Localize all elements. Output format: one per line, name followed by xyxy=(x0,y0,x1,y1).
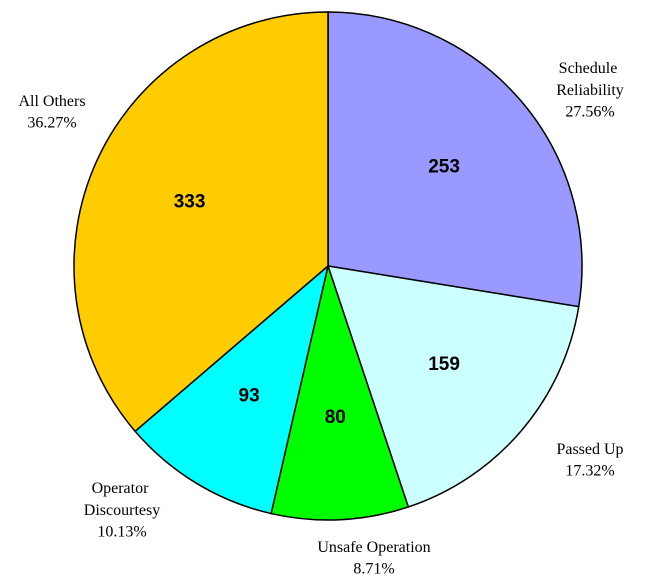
value-label: 159 xyxy=(428,354,460,375)
category-label: All Others xyxy=(18,93,85,110)
category-label: Unsafe Operation xyxy=(317,539,430,556)
percent-label: 17.32% xyxy=(565,463,614,480)
category-label: Passed Up xyxy=(556,441,623,458)
percent-label: 36.27% xyxy=(27,115,76,132)
pie-slice xyxy=(326,265,580,508)
pie-slice xyxy=(270,263,410,521)
value-label: 253 xyxy=(428,156,460,177)
percent-label: 10.13% xyxy=(97,524,146,541)
pie-slice xyxy=(73,11,329,433)
percent-label: 27.56% xyxy=(565,104,614,121)
percent-label: 8.71% xyxy=(353,561,394,578)
category-label: Operator Discourtesy xyxy=(84,480,160,519)
category-label: Schedule Reliability xyxy=(556,60,624,99)
pie-slice xyxy=(134,263,330,515)
pie-slice xyxy=(327,11,583,308)
value-label: 80 xyxy=(325,407,346,428)
value-label: 333 xyxy=(174,191,206,212)
value-label: 93 xyxy=(239,385,260,406)
